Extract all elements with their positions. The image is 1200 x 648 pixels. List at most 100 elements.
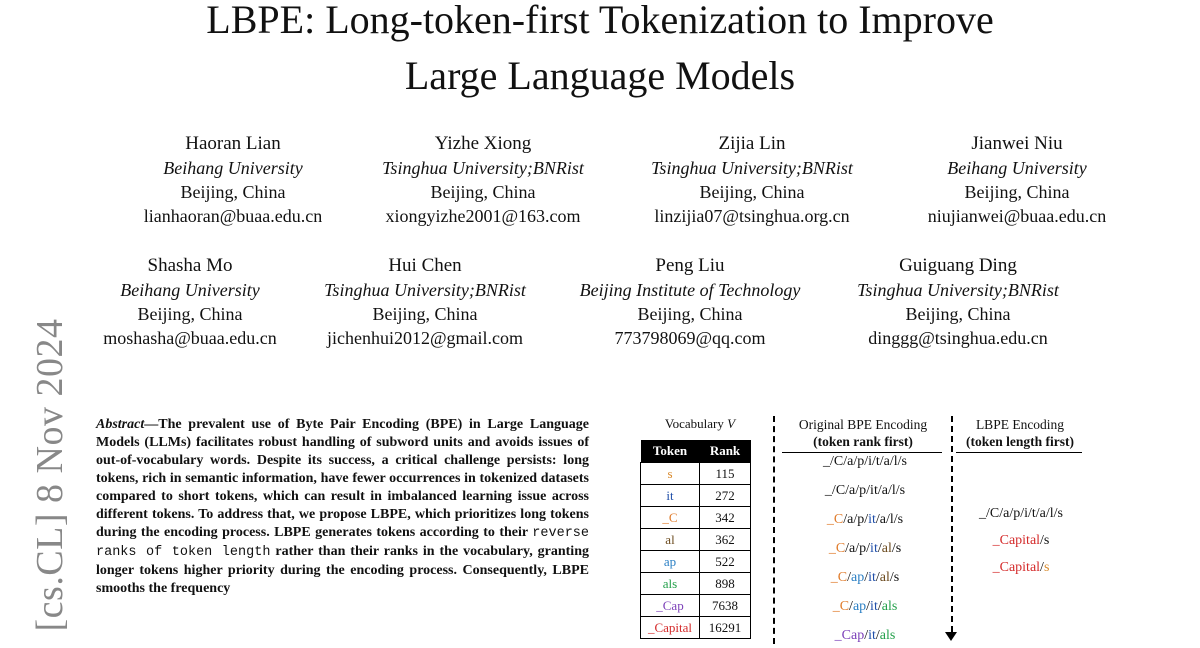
encoding-token: it [870, 599, 878, 614]
encoding-token: / [849, 599, 853, 614]
bpe-title: Original BPE Encoding [798, 417, 928, 432]
author-affiliation: Beijing Institute of Technology [579, 280, 801, 300]
lbpe-title: LBPE Encoding [975, 417, 1065, 432]
lbpe-subtitle: (token length first) [966, 434, 1074, 449]
lbpe-underline [956, 452, 1082, 453]
author-name: Guiguang Ding [899, 255, 1017, 276]
lbpe-encoding-line: _Capital/s [993, 560, 1050, 576]
author-name: Hui Chen [388, 255, 462, 276]
encoding-token: ap [851, 570, 865, 585]
author-affiliation: Tsinghua University;BNRist [857, 280, 1059, 300]
vocab-title: Vocabulary V [630, 416, 770, 432]
author-location: Beijing, China [637, 304, 743, 324]
author-affiliation: Tsinghua University;BNRist [651, 158, 853, 178]
encoding-token: / [875, 570, 880, 585]
encoding-token: /a/l/s [877, 483, 906, 498]
encoding-token: /s [1040, 533, 1050, 548]
author-affiliation: Beihang University [163, 158, 303, 178]
vocab-title-text: Vocabulary [664, 416, 724, 431]
vocab-row: it 272 [640, 484, 751, 507]
vocab-row: als 898 [640, 572, 751, 595]
author-name: Jianwei Niu [971, 133, 1063, 154]
encoding-token: als [879, 628, 896, 643]
author-8: Guiguang Ding Tsinghua University;BNRist B… [857, 254, 1059, 350]
author-name: Shasha Mo [147, 255, 233, 276]
title-line-1: LBPE: Long-token-first Tokenization to I… [206, 0, 994, 42]
lbpe-encoding-line: _Capital/s [993, 533, 1050, 549]
encoding-token: /a/l/s [875, 512, 904, 527]
encoding-token: _/C/a/p/i/t/a/l/s [979, 506, 1063, 521]
vocab-rank: 898 [699, 572, 751, 595]
author-email[interactable]: lianhaoran@buaa.edu.cn [143, 206, 323, 226]
author-2: Yizhe Xiong Tsinghua University;BNRist Bei… [382, 132, 584, 228]
author-location: Beijing, China [372, 304, 478, 324]
vocab-header-token: Token [640, 440, 700, 463]
vocab-table: Token Rank s 115 it 272 _C 342 al 362 ap 522 als 89… [640, 440, 751, 639]
encoding-token: _Cap [834, 628, 865, 643]
vocab-rank: 362 [699, 528, 751, 551]
author-name: Peng Liu [655, 255, 725, 276]
author-3: Zijia Lin Tsinghua University;BNRist Beiji… [651, 132, 853, 228]
author-location: Beijing, China [964, 182, 1070, 202]
encoding-token: it [870, 483, 878, 498]
author-email[interactable]: linzijia07@tsinghua.org.cn [654, 206, 850, 226]
author-location: Beijing, China [180, 182, 286, 202]
encoding-token: s [1043, 560, 1050, 575]
encoding-token: / [847, 570, 851, 585]
encoding-token: _Capital [992, 560, 1041, 575]
vocab-token: it [640, 484, 700, 507]
encoding-token: _/C/a/p/ [824, 483, 871, 498]
bpe-encoding-line: _Cap/it/als [835, 628, 896, 644]
author-location: Beijing, China [699, 182, 805, 202]
bpe-encoding-line: _C/a/p/it/a/l/s [827, 512, 903, 528]
encoding-token: / [875, 628, 880, 643]
author-name: Haoran Lian [185, 133, 281, 154]
vocab-row: ap 522 [640, 550, 751, 573]
vocab-rank: 16291 [699, 616, 751, 639]
arrow-down-icon [945, 632, 957, 641]
author-email[interactable]: moshasha@buaa.edu.cn [103, 328, 277, 348]
bpe-encoding-line: _C/ap/it/al/s [831, 570, 899, 586]
author-email[interactable]: niujianwei@buaa.edu.cn [927, 206, 1107, 226]
bpe-encoding-line: _/C/a/p/i/t/a/l/s [823, 454, 907, 470]
encoding-token: /s [889, 570, 900, 585]
author-email[interactable]: xiongyizhe2001@163.com [385, 206, 581, 226]
vocab-rank: 342 [699, 506, 751, 529]
vocab-table-body: s 115 it 272 _C 342 al 362 ap 522 als 898 _Cap 7638 _C… [640, 462, 751, 639]
encoding-token: s [901, 454, 908, 469]
divider-left [773, 416, 775, 644]
author-email[interactable]: jichenhui2012@gmail.com [326, 328, 524, 348]
author-location: Beijing, China [137, 304, 243, 324]
figure-tokenization: Vocabulary V Token Rank s 115 it 272 _C 342 al… [630, 410, 1090, 648]
encoding-token: _C [828, 541, 846, 556]
encoding-token: / [877, 541, 882, 556]
author-email[interactable]: dinggg@tsinghua.edu.cn [868, 328, 1048, 348]
encoding-token: / [1040, 560, 1044, 575]
author-name: Zijia Lin [718, 133, 786, 154]
vocab-row: _C 342 [640, 506, 751, 529]
encoding-token: _Capital [992, 533, 1041, 548]
author-location: Beijing, China [430, 182, 536, 202]
abstract-lead: Abstract [96, 417, 145, 432]
author-email[interactable]: 773798069@qq.com [614, 328, 766, 348]
vocab-row: _Capital 16291 [640, 616, 751, 639]
vocab-token: als [640, 572, 700, 595]
encoding-token: al [879, 570, 890, 585]
vocab-row: s 115 [640, 462, 751, 485]
divider-right [951, 416, 953, 632]
author-1: Haoran Lian Beihang University Beijing, Ch… [144, 132, 323, 228]
encoding-token: / [866, 599, 871, 614]
vocab-header-rank: Rank [699, 440, 751, 463]
bpe-encoding-line: _/C/a/p/it/a/l/s [825, 483, 905, 499]
author-affiliation: Beihang University [947, 158, 1087, 178]
encoding-token: it [868, 570, 876, 585]
author-affiliation: Tsinghua University;BNRist [382, 158, 584, 178]
vocab-rank: 115 [699, 462, 751, 485]
arxiv-stamp: [cs.CL] 8 Nov 2024 [20, 310, 80, 640]
encoding-token: als [881, 599, 898, 614]
author-location: Beijing, China [905, 304, 1011, 324]
author-affiliation: Beihang University [120, 280, 260, 300]
arxiv-stamp-text: [cs.CL] 8 Nov 2024 [29, 318, 71, 632]
encoding-token: ap [852, 599, 867, 614]
encoding-token: /s [891, 541, 902, 556]
